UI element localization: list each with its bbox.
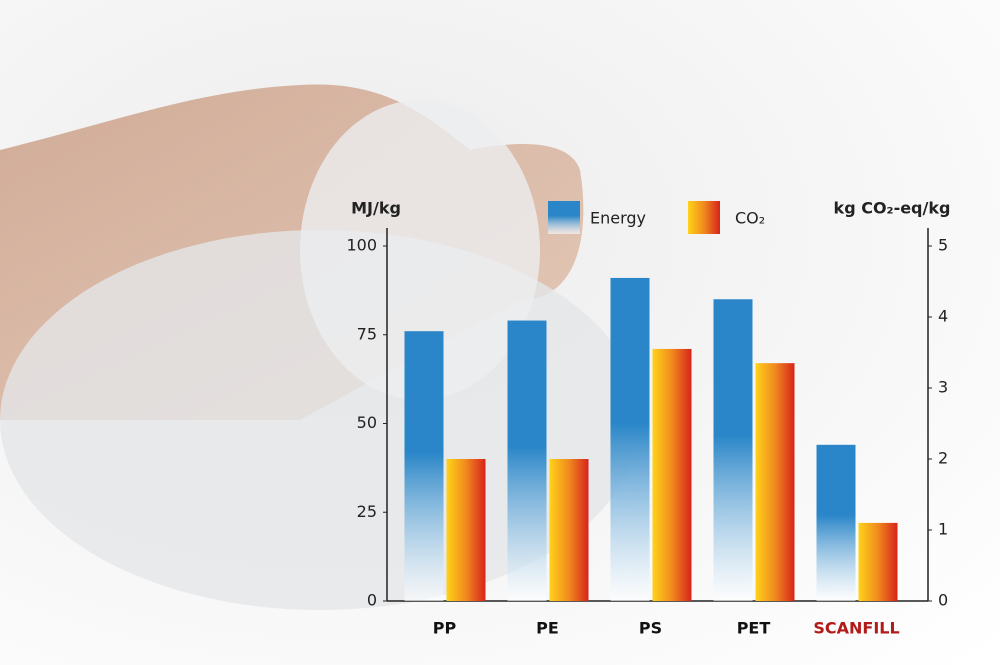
bar bbox=[652, 348, 692, 601]
y-tick-label: 75 bbox=[357, 324, 377, 343]
y-tick-label: 25 bbox=[357, 502, 377, 521]
legend-swatch bbox=[548, 201, 580, 234]
x-tick-label: PE bbox=[536, 619, 559, 638]
x-tick-label: SCANFILL bbox=[813, 619, 899, 638]
x-tick-label: PS bbox=[639, 619, 662, 638]
bar bbox=[713, 299, 753, 601]
legend-swatch bbox=[688, 201, 720, 234]
y2-tick-label: 1 bbox=[938, 520, 948, 539]
bar bbox=[610, 277, 650, 601]
x-tick-label: PET bbox=[737, 619, 771, 638]
y-axis-label: MJ/kg bbox=[351, 199, 401, 218]
y2-axis-label: kg CO₂-eq/kg bbox=[834, 199, 951, 218]
y-tick-label: 50 bbox=[357, 413, 377, 432]
bar bbox=[816, 444, 856, 601]
y2-tick-label: 2 bbox=[938, 449, 948, 468]
x-tick-label: PP bbox=[433, 619, 457, 638]
y2-tick-label: 3 bbox=[938, 378, 948, 397]
pellets-photo bbox=[300, 100, 540, 400]
y-tick-label: 0 bbox=[367, 591, 377, 610]
bar bbox=[549, 459, 589, 601]
y2-tick-label: 5 bbox=[938, 236, 948, 255]
bar bbox=[507, 320, 547, 601]
y-tick-label: 100 bbox=[346, 236, 377, 255]
bar bbox=[404, 331, 444, 601]
bar bbox=[858, 522, 898, 601]
bar bbox=[755, 363, 795, 601]
y2-tick-label: 0 bbox=[938, 591, 948, 610]
legend-label: Energy bbox=[590, 209, 646, 228]
bar bbox=[446, 459, 486, 601]
y2-tick-label: 4 bbox=[938, 307, 948, 326]
legend-label: CO₂ bbox=[735, 209, 765, 228]
